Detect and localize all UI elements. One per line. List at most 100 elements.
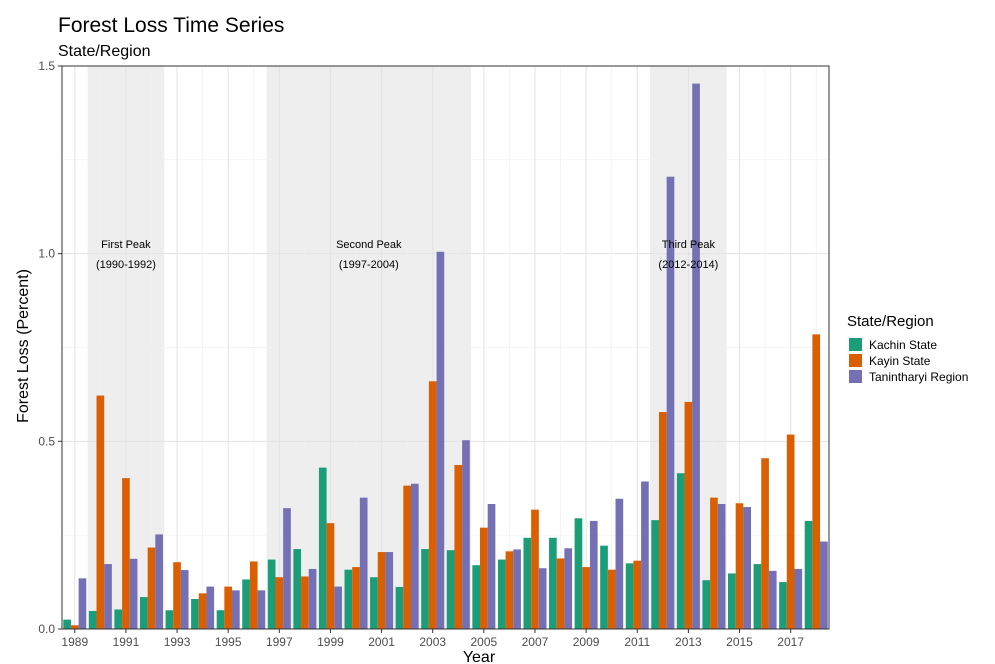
bar-kachin-state-1993 (165, 610, 174, 629)
bar-tanintharyi-region-2015 (743, 507, 752, 629)
bar-kachin-state-2012 (651, 520, 659, 629)
legend-key-kayin-state (849, 354, 862, 367)
bar-kayin-state-1995 (224, 586, 233, 629)
x-tick-label: 2007 (522, 635, 549, 649)
bar-kayin-state-1990 (96, 395, 105, 629)
bar-kachin-state-1996 (242, 579, 250, 629)
bar-kachin-state-2007 (523, 537, 532, 629)
x-tick-label: 2009 (573, 635, 600, 649)
bar-tanintharyi-region-2003 (436, 251, 445, 630)
x-tick-label: 1989 (61, 635, 88, 649)
bar-tanintharyi-region-2006 (513, 549, 521, 629)
x-tick-label: 1995 (215, 635, 242, 649)
bar-kayin-state-2015 (735, 503, 744, 629)
legend-label-kayin-state: Kayin State (869, 354, 931, 368)
bar-kayin-state-2007 (531, 509, 539, 629)
bar-tanintharyi-region-2001 (385, 552, 394, 629)
peak-period-2: (1997-2004) (339, 259, 399, 271)
peak-period-3: (2012-2014) (658, 259, 718, 271)
x-tick-label: 2015 (726, 635, 753, 649)
bar-tanintharyi-region-2010 (615, 498, 624, 629)
bar-kachin-state-2005 (472, 565, 481, 629)
bar-kachin-state-2001 (370, 577, 378, 629)
bar-tanintharyi-region-1992 (155, 534, 163, 629)
bar-kayin-state-2009 (582, 567, 590, 629)
peak-label-3: Third Peak (662, 239, 716, 251)
bar-tanintharyi-region-2017 (794, 568, 803, 629)
bar-kayin-state-2008 (556, 558, 565, 629)
bar-kayin-state-2018 (812, 334, 821, 629)
bar-kayin-state-2011 (633, 560, 642, 629)
bar-kayin-state-1998 (301, 576, 309, 629)
bar-tanintharyi-region-1996 (257, 590, 266, 629)
y-tick-label: 0.0 (38, 622, 55, 636)
bar-kayin-state-1994 (198, 593, 207, 629)
bar-kachin-state-2015 (728, 573, 736, 629)
x-axis-title: Year (463, 649, 496, 664)
x-tick-label: 2017 (777, 635, 804, 649)
bar-kayin-state-2003 (428, 381, 437, 629)
x-axis: 1989 1991 1993 1995 1997 1999 2001 2003 2005 2007… (61, 629, 804, 649)
chart-title: Forest Loss Time Series (58, 14, 284, 37)
x-tick-label: 1991 (113, 635, 140, 649)
bar-kayin-state-2001 (377, 552, 386, 629)
bars (63, 83, 828, 630)
peak-annotations: First Peak (1990-1992) Second Peak (1997-20… (96, 239, 718, 271)
bar-kachin-state-2010 (600, 545, 608, 629)
bar-kachin-state-2000 (344, 569, 353, 629)
peak-period-1: (1990-1992) (96, 259, 156, 271)
bar-kachin-state-2006 (497, 559, 506, 629)
bar-tanintharyi-region-1997 (283, 508, 291, 629)
bar-tanintharyi-region-1994 (206, 586, 215, 629)
bar-kachin-state-2018 (804, 520, 813, 629)
bar-tanintharyi-region-2011 (641, 481, 649, 629)
bar-kachin-state-2016 (753, 564, 762, 629)
bar-kachin-state-2011 (625, 563, 634, 629)
bar-kayin-state-1997 (275, 577, 284, 629)
bar-kachin-state-1997 (267, 559, 276, 629)
x-tick-label: 1999 (317, 635, 344, 649)
bar-kachin-state-2013 (676, 473, 685, 629)
legend-key-kachin-state (849, 338, 862, 351)
bar-tanintharyi-region-2005 (487, 504, 496, 629)
y-tick-label: 0.5 (38, 434, 55, 448)
x-tick-label: 1997 (266, 635, 293, 649)
x-tick-label: 2001 (368, 635, 395, 649)
bar-tanintharyi-region-2000 (359, 497, 368, 629)
bar-kachin-state-1998 (293, 549, 302, 629)
x-tick-label: 2003 (419, 635, 446, 649)
bar-tanintharyi-region-2014 (717, 504, 726, 629)
bar-tanintharyi-region-1999 (334, 586, 342, 629)
x-tick-label: 2005 (470, 635, 497, 649)
bar-kayin-state-1999 (326, 523, 335, 629)
bar-kayin-state-2014 (710, 497, 718, 629)
bar-kachin-state-1995 (216, 610, 225, 629)
bar-kachin-state-1999 (318, 467, 327, 629)
y-axis-title: Forest Loss (Percent) (15, 269, 32, 423)
y-tick-label: 1.5 (38, 59, 55, 73)
bar-tanintharyi-region-2009 (589, 520, 598, 629)
bar-kayin-state-2004 (454, 464, 463, 629)
bar-tanintharyi-region-2007 (538, 568, 547, 629)
bar-tanintharyi-region-2004 (462, 440, 470, 629)
bar-kayin-state-2006 (505, 551, 514, 629)
bar-kachin-state-1991 (114, 609, 123, 629)
legend: State/Region Kachin State Kayin State Tani… (847, 313, 968, 384)
legend-title: State/Region (847, 313, 934, 330)
legend-key-tanintharyi-region (849, 370, 862, 383)
bar-tanintharyi-region-2008 (564, 548, 573, 629)
bar-kachin-state-2008 (549, 537, 557, 629)
bar-kayin-state-1996 (249, 561, 258, 629)
bar-kachin-state-2009 (574, 518, 583, 629)
bar-kayin-state-2013 (684, 401, 693, 629)
bar-kachin-state-2002 (395, 586, 404, 629)
bar-kayin-state-1991 (122, 478, 130, 629)
bar-tanintharyi-region-2002 (410, 483, 419, 629)
bar-tanintharyi-region-1991 (129, 558, 138, 629)
bar-kachin-state-2017 (779, 582, 787, 629)
bar-kachin-state-1994 (191, 598, 199, 629)
y-tick-label: 1.0 (38, 247, 55, 261)
bar-kayin-state-1992 (147, 547, 156, 629)
legend-label-kachin-state: Kachin State (869, 338, 937, 352)
bar-kayin-state-1989 (70, 625, 79, 629)
